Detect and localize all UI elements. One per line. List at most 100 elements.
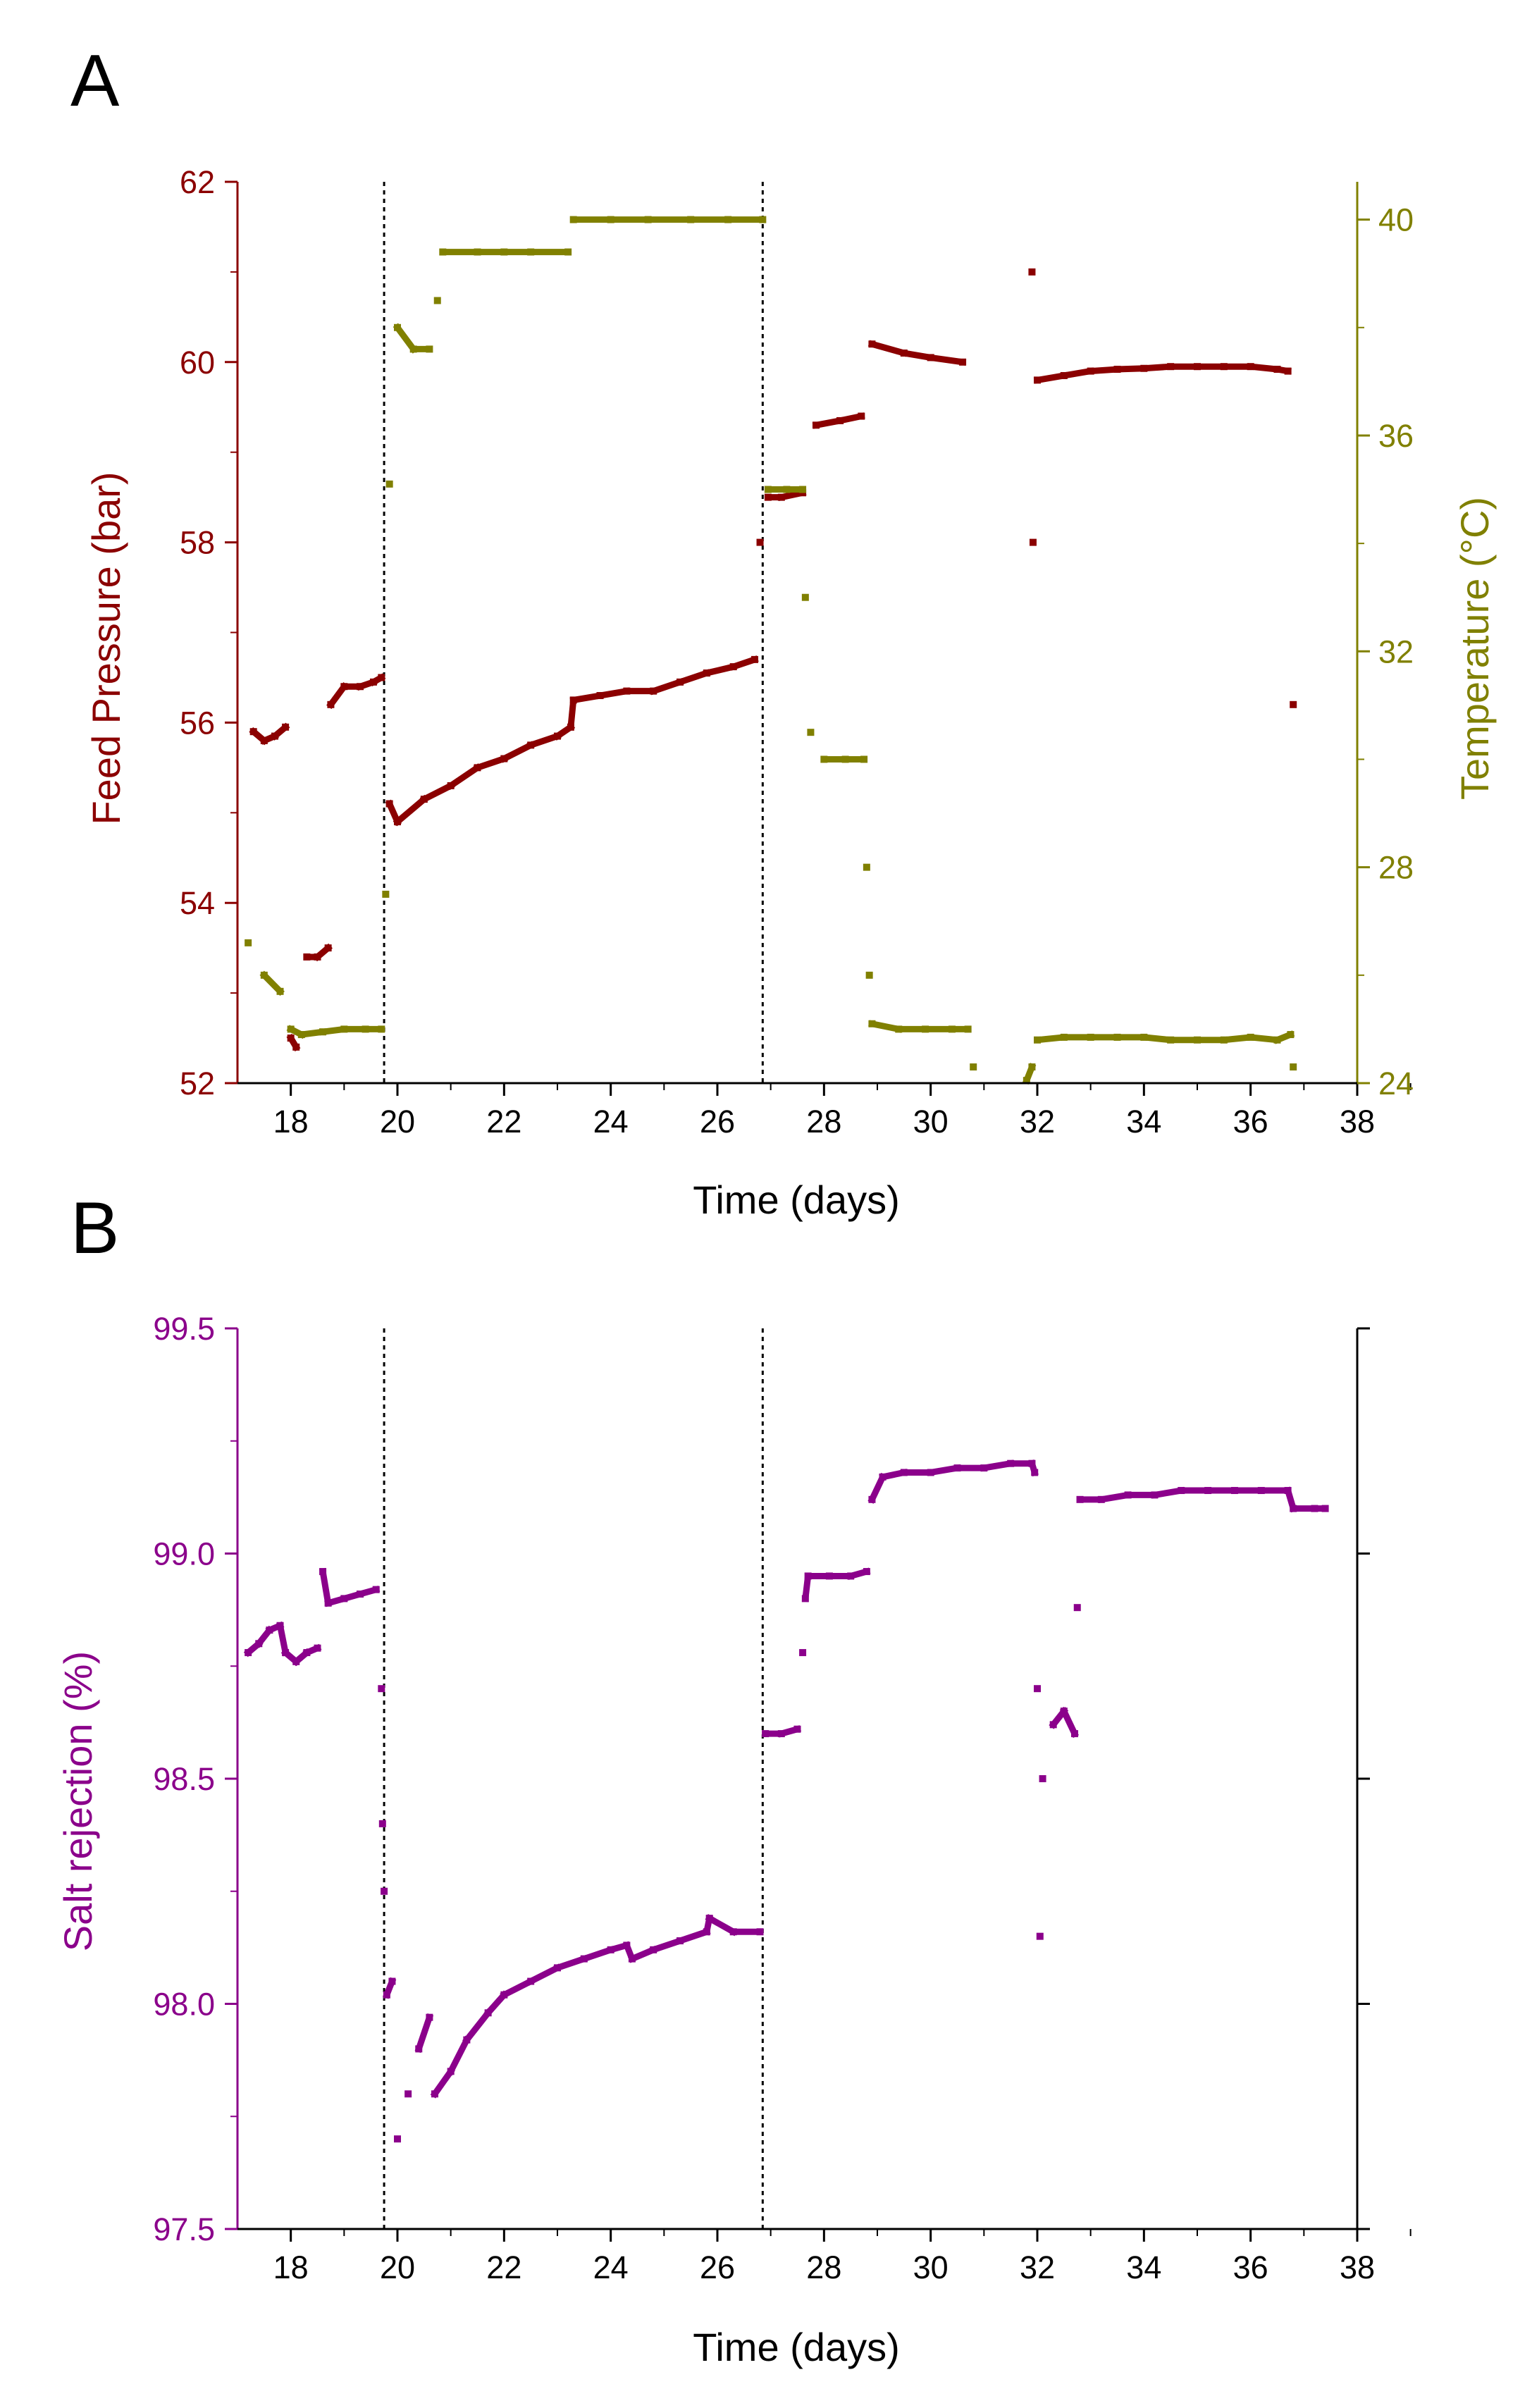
pressure-axis-title: Feed Pressure (bar)	[84, 471, 128, 825]
x-tick-label: 34	[1126, 2249, 1161, 2285]
data-trace-segment	[676, 669, 711, 686]
x-tick-label: 32	[1020, 1104, 1055, 1140]
data-point	[807, 729, 815, 736]
data-trace-segment	[1027, 1459, 1039, 1477]
x-tick-label: 36	[1233, 2249, 1268, 2285]
data-trace-segment	[927, 1464, 961, 1476]
data-trace-segment	[703, 662, 738, 677]
y-tick-label: 60	[180, 345, 215, 381]
data-trace-segment	[1140, 363, 1174, 372]
data-point	[245, 939, 252, 946]
data-trace-segment	[569, 691, 604, 704]
y-tick-label: 52	[180, 1066, 215, 1101]
data-point	[378, 1685, 385, 1693]
data-trace-segment	[286, 1033, 301, 1052]
data-trace-segment	[649, 678, 684, 696]
y2-tick-label: 40	[1378, 202, 1414, 238]
rejection-axis-title: Salt rejection (%)	[56, 1651, 100, 1951]
data-point	[433, 297, 441, 304]
panel-a-data-points	[245, 216, 1297, 1085]
y-tick-label: 62	[180, 164, 215, 200]
panel-label-a: A	[70, 40, 120, 122]
data-trace-segment	[369, 673, 386, 686]
data-trace-segment	[446, 763, 482, 791]
data-trace-segment	[483, 1990, 509, 2018]
y-tick-label: 99.5	[153, 1311, 215, 1347]
panel-b: B 18 20 22 24 26 28 30 32 34 36 38 97.5 98.0 98.5 99.0…	[56, 1187, 1411, 2369]
temperature-axis-title: Temperature (°C)	[1452, 497, 1497, 800]
data-trace-segment	[1087, 366, 1121, 375]
y-tick-label: 98.5	[153, 1761, 215, 1797]
panel-b-ticks: 18 20 22 24 26 28 30 32 34 36 38 97.5 98.0 98.5 99.0 99…	[153, 1311, 1411, 2285]
y2-tick-label: 28	[1378, 850, 1414, 886]
data-trace-segment	[302, 1643, 322, 1657]
panel-b-dividers	[383, 1328, 764, 2229]
data-trace-segment	[868, 1020, 903, 1033]
data-trace-segment	[927, 354, 967, 366]
data-trace-segment	[980, 1459, 1015, 1472]
x-tick-label: 34	[1126, 1104, 1161, 1140]
data-trace-segment	[297, 1028, 327, 1039]
x-tick-label: 26	[700, 1104, 735, 1140]
x-tick-label: 20	[380, 2249, 415, 2285]
data-trace-segment	[319, 1567, 332, 1607]
y-tick-label: 56	[180, 705, 215, 741]
y2-tick-label: 24	[1378, 1066, 1414, 1101]
data-trace-segment	[628, 1945, 658, 1963]
panel-a: A 18 20 22 24 26 28 30 32 34 36 38 52 54 56 58 60 62 24 28…	[70, 40, 1497, 1222]
data-trace-segment	[526, 731, 562, 750]
data-trace-segment	[1247, 1033, 1281, 1044]
x-tick-label: 20	[380, 1104, 415, 1140]
data-point	[1029, 538, 1037, 546]
data-trace-segment	[313, 943, 333, 962]
data-trace-segment	[676, 1927, 711, 1945]
data-trace-segment	[383, 1977, 397, 1999]
y2-tick-label: 32	[1378, 634, 1414, 669]
x-axis-title: Time (days)	[693, 1178, 900, 1222]
data-point	[1290, 1063, 1297, 1071]
data-trace-segment	[777, 1725, 802, 1738]
y2-tick-label: 36	[1378, 418, 1414, 454]
data-trace-segment	[473, 754, 509, 772]
x-tick-label: 28	[806, 1104, 841, 1140]
data-trace-segment	[462, 2008, 493, 2044]
data-trace-segment	[1060, 367, 1094, 380]
x-tick-label: 22	[486, 1104, 521, 1140]
data-trace-segment	[580, 1946, 615, 1963]
x-tick-label: 24	[593, 2249, 629, 2285]
data-trace-segment	[649, 1937, 684, 1954]
data-trace-segment	[1033, 371, 1068, 384]
data-point	[970, 1063, 977, 1071]
data-trace-segment	[1140, 1033, 1175, 1044]
data-trace-segment	[777, 488, 807, 501]
data-trace-segment	[1151, 1486, 1185, 1499]
data-trace-segment	[1034, 1033, 1068, 1044]
data-point	[394, 2135, 401, 2143]
data-trace-segment	[596, 687, 631, 700]
data-point	[799, 1649, 807, 1657]
panel-a-dividers	[383, 182, 764, 1083]
data-trace-segment	[276, 1622, 290, 1657]
data-point	[1028, 268, 1036, 276]
data-point	[863, 863, 870, 871]
data-trace-segment	[900, 349, 934, 362]
data-point	[801, 593, 809, 601]
x-tick-label: 26	[700, 2249, 735, 2285]
data-trace-segment	[836, 412, 865, 425]
y-tick-label: 54	[180, 885, 215, 921]
data-trace-segment	[1247, 363, 1281, 373]
panel-a-ticks: 18 20 22 24 26 28 30 32 34 36 38 52 54 56 58 60 62 24 28 32…	[180, 164, 1414, 1140]
data-point	[1039, 1775, 1046, 1782]
data-trace-segment	[1273, 365, 1292, 375]
data-point	[1034, 1685, 1041, 1693]
panel-b-data-points	[243, 1459, 1329, 2143]
x-tick-label: 28	[806, 2249, 841, 2285]
data-trace-segment	[393, 323, 418, 354]
data-point	[381, 1887, 388, 1895]
x-tick-label: 30	[913, 1104, 949, 1140]
data-trace-segment	[553, 1954, 588, 1972]
data-trace-segment	[867, 1472, 887, 1504]
data-point	[382, 890, 390, 898]
data-point	[385, 480, 393, 488]
